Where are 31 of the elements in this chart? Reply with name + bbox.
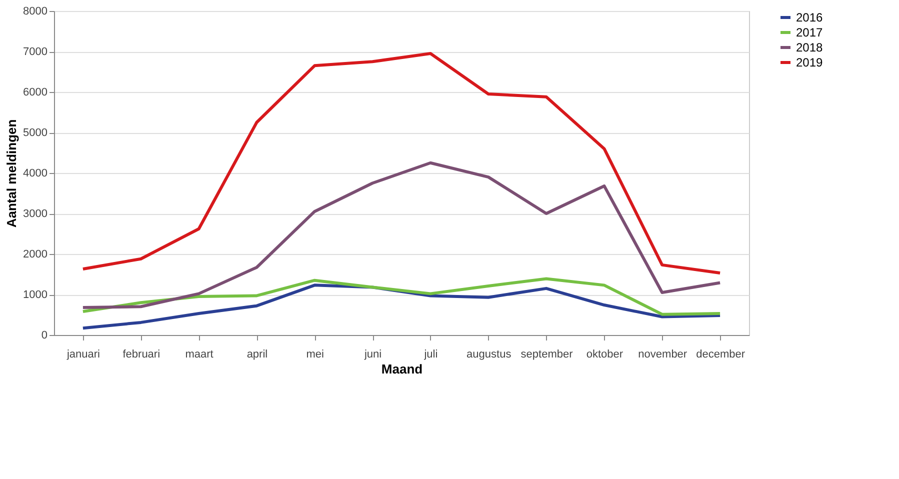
line-series: [81, 161, 722, 309]
legend-label: 2017: [796, 26, 824, 40]
x-tick-label: juli: [423, 348, 438, 360]
x-tick-label: mei: [306, 348, 324, 360]
x-tick-label: oktober: [586, 348, 624, 360]
x-tick-label: juni: [363, 348, 382, 360]
y-tick-label: 2000: [23, 248, 48, 260]
y-tick-label: 1000: [23, 289, 48, 301]
x-tick-label: april: [246, 348, 268, 360]
x-tick-label: maart: [185, 348, 214, 360]
y-tick-label: 0: [41, 330, 48, 342]
y-axis-title: Aantal meldingen: [4, 119, 20, 228]
x-tick-label: augustus: [466, 348, 512, 360]
x-tick-label: november: [638, 348, 688, 360]
x-tick-label: september: [520, 348, 574, 360]
legend-label: 2019: [796, 56, 824, 70]
y-tick-label: 3000: [23, 208, 48, 220]
x-tick-label: februari: [122, 348, 160, 360]
y-tick-label: 6000: [23, 86, 48, 98]
y-tick-label: 7000: [23, 46, 48, 58]
line-series: [81, 284, 722, 330]
y-tick-label: 8000: [23, 6, 48, 18]
line-series: [81, 277, 722, 316]
x-axis-title: Maand: [381, 362, 423, 376]
y-tick-label: 4000: [23, 168, 48, 180]
legend-label: 2018: [796, 40, 824, 54]
legend-label: 2016: [796, 10, 824, 24]
x-tick-label: januari: [66, 348, 100, 360]
line-series: [81, 52, 722, 275]
y-tick-label: 5000: [23, 127, 48, 139]
x-tick-label: december: [696, 348, 746, 360]
